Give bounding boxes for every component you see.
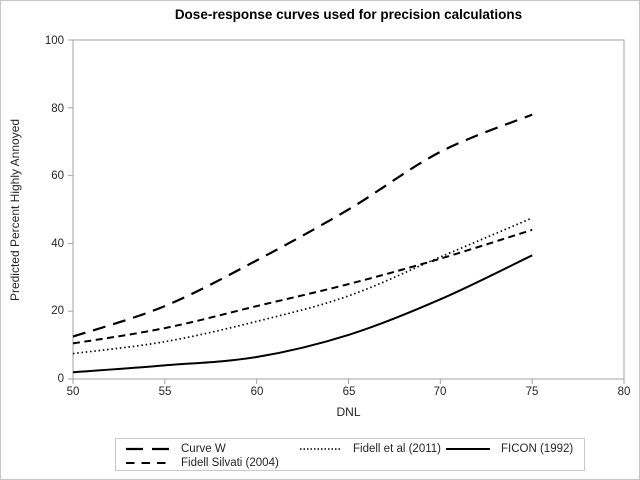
y-tick-label: 40 <box>51 238 64 250</box>
legend-label: FICON (1992) <box>501 443 574 455</box>
legend-item-curve-w: Curve W <box>126 442 226 456</box>
legend-label: Curve W <box>181 443 226 455</box>
y-axis-title-text: Predicted Percent Highly Annoyed <box>8 118 23 301</box>
dotted-line-sample-icon <box>300 448 340 450</box>
curve-3 <box>72 217 533 355</box>
legend-item-fidell-silvati: Fidell Silvati (2004) <box>126 456 279 470</box>
y-axis-title: Predicted Percent Highly Annoyed <box>5 40 25 379</box>
solid-line-sample-icon <box>446 448 490 450</box>
legend: Curve W Fidell Silvati (2004) Fidell et … <box>115 438 585 471</box>
x-tick-label: 75 <box>525 386 539 398</box>
y-tick-label: 0 <box>57 373 64 385</box>
curve-4 <box>72 254 533 374</box>
legend-label: Fidell et al (2011) <box>353 443 441 455</box>
x-tick-label: 80 <box>617 386 631 398</box>
x-tick-label: 55 <box>158 386 172 398</box>
x-axis-title: DNL <box>336 405 361 419</box>
x-tick-label: 65 <box>342 386 356 398</box>
legend-item-fidell-et-al: Fidell et al (2011) <box>298 442 441 456</box>
chart-title: Dose-response curves used for precision … <box>174 7 523 22</box>
y-tick-label: 20 <box>51 305 64 317</box>
legend-label: Fidell Silvati (2004) <box>181 457 279 469</box>
x-tick-label: 50 <box>66 386 80 398</box>
legend-item-ficon: FICON (1992) <box>446 442 573 456</box>
x-tick-label: 70 <box>433 386 447 398</box>
y-tick-label: 60 <box>51 170 64 182</box>
long-dash-line-sample-icon <box>126 447 170 451</box>
curve-1 <box>72 113 533 338</box>
dash-line-sample-icon <box>126 462 170 464</box>
y-tick-label: 80 <box>51 103 64 115</box>
x-tick-label: 60 <box>250 386 264 398</box>
y-tick-label: 100 <box>44 35 64 47</box>
curve-2 <box>72 228 533 345</box>
